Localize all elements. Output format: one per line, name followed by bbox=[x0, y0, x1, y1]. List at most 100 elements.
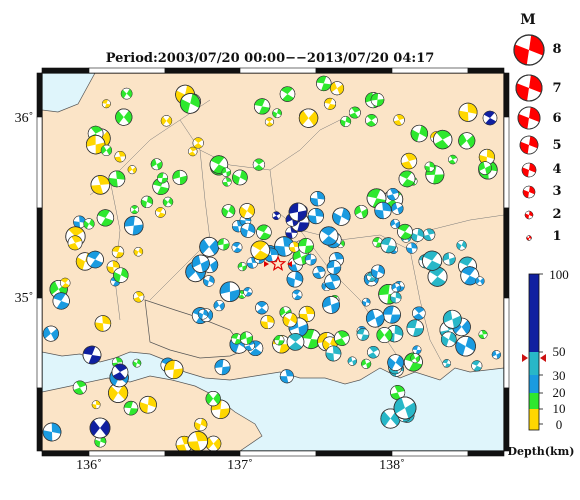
magnitude-legend: M 8 7 6 5 4 3 2 1 bbox=[513, 12, 562, 244]
mechanism-51 bbox=[172, 169, 188, 185]
lon-label-136: 136˚ bbox=[76, 458, 102, 473]
mechanism-large-3 bbox=[42, 422, 62, 442]
mechanism-149 bbox=[440, 331, 457, 348]
mechanism-194 bbox=[86, 250, 104, 269]
mechanism-182 bbox=[133, 291, 145, 303]
mechanism-60 bbox=[192, 137, 204, 149]
depth-label-20: 20 bbox=[553, 385, 566, 400]
lat-label-36: 36˚ bbox=[15, 111, 34, 126]
mechanism-52 bbox=[157, 172, 168, 184]
mag-label-2: 2 bbox=[552, 207, 561, 222]
mechanism-20 bbox=[253, 98, 271, 115]
mechanism-218 bbox=[390, 385, 406, 401]
mechanism-72 bbox=[390, 218, 401, 229]
mechanism-132 bbox=[221, 204, 236, 218]
mechanism-large-1 bbox=[82, 345, 102, 365]
mechanism-189 bbox=[94, 315, 112, 332]
mechanism-23 bbox=[370, 93, 385, 107]
lon-label-137: 137˚ bbox=[227, 458, 253, 473]
mechanism-99 bbox=[326, 260, 342, 275]
mechanism-192 bbox=[83, 218, 95, 230]
mechanism-116 bbox=[219, 281, 241, 303]
mechanism-163 bbox=[491, 350, 501, 360]
period-title: Period:2003/07/20 00:00−−2013/07/20 04:1… bbox=[106, 51, 435, 66]
depth-label-0: 0 bbox=[556, 417, 563, 432]
mag-symbol-1 bbox=[526, 235, 532, 241]
mechanism-15 bbox=[324, 97, 336, 110]
mag-symbol-3 bbox=[522, 185, 536, 199]
mechanism-121 bbox=[304, 253, 317, 266]
mechanism-6 bbox=[179, 93, 201, 114]
mechanism-139 bbox=[406, 319, 424, 337]
depth-color-bar bbox=[529, 274, 539, 430]
mechanism-203 bbox=[91, 400, 101, 410]
mechanism-216 bbox=[325, 345, 342, 362]
mechanism-13 bbox=[272, 108, 282, 119]
mechanism-180 bbox=[73, 215, 86, 229]
depth-scale: 100 50 30 20 10 0 Depth(km) bbox=[508, 267, 575, 458]
mechanism-45 bbox=[90, 175, 111, 195]
mechanism-9 bbox=[115, 108, 133, 126]
mechanism-167 bbox=[412, 345, 422, 355]
mag-label-6: 6 bbox=[552, 111, 561, 126]
mechanism-53 bbox=[100, 144, 113, 156]
mechanism-21 bbox=[264, 117, 274, 127]
mechanism-3 bbox=[101, 99, 111, 109]
mechanism-34 bbox=[433, 129, 453, 150]
mechanism-150 bbox=[406, 242, 418, 254]
mechanism-201 bbox=[194, 417, 208, 432]
mechanism-193 bbox=[67, 235, 83, 251]
mechanism-178 bbox=[380, 237, 397, 254]
mechanism-31 bbox=[410, 124, 429, 143]
mechanism-large-2 bbox=[111, 363, 129, 381]
mechanism-11 bbox=[316, 75, 332, 92]
mechanism-59 bbox=[232, 169, 248, 186]
mechanism-33 bbox=[393, 114, 405, 126]
mechanism-176 bbox=[442, 309, 462, 329]
depth-band-1 bbox=[529, 352, 539, 375]
mechanism-148 bbox=[361, 297, 371, 307]
mechanism-61 bbox=[252, 158, 266, 171]
mechanism-188 bbox=[60, 277, 71, 289]
mechanism-50 bbox=[130, 205, 139, 214]
mechanism-16 bbox=[298, 108, 319, 128]
depth-marker bbox=[522, 354, 546, 362]
mechanism-68 bbox=[309, 191, 326, 207]
mechanism-170 bbox=[455, 335, 476, 357]
mechanism-47 bbox=[162, 196, 174, 208]
mechanism-84 bbox=[286, 270, 304, 288]
mechanism-195 bbox=[111, 245, 125, 259]
mechanism-213 bbox=[214, 359, 231, 376]
mag-label-3: 3 bbox=[552, 184, 561, 199]
mechanism-169 bbox=[390, 291, 402, 304]
magnitude-symbols bbox=[513, 34, 545, 241]
mechanism-42 bbox=[150, 158, 163, 171]
mechanism-175 bbox=[456, 240, 467, 251]
mechanism-219 bbox=[410, 353, 421, 364]
mechanism-8 bbox=[160, 115, 173, 127]
mechanism-165 bbox=[391, 282, 401, 293]
mechanism-large-6 bbox=[482, 110, 498, 126]
lat-label-35: 35˚ bbox=[15, 291, 34, 306]
map-frame bbox=[36, 67, 510, 457]
mechanism-57 bbox=[221, 167, 232, 177]
mechanism-94 bbox=[237, 262, 247, 272]
mechanism-40 bbox=[140, 195, 154, 208]
mechanism-143 bbox=[356, 328, 370, 341]
mechanism-199 bbox=[123, 400, 139, 416]
mechanism-32 bbox=[448, 154, 458, 165]
mag-label-5: 5 bbox=[552, 138, 561, 153]
mechanism-98 bbox=[324, 273, 341, 290]
mechanism-106 bbox=[322, 296, 340, 314]
mechanism-7 bbox=[85, 134, 106, 155]
mechanism-217 bbox=[347, 356, 357, 366]
mechanism-88 bbox=[312, 265, 326, 279]
mechanism-73 bbox=[374, 201, 392, 220]
mechanism-44 bbox=[96, 209, 115, 227]
mechanism-100 bbox=[197, 309, 209, 320]
mechanism-71 bbox=[354, 205, 369, 219]
mag-symbol-6 bbox=[517, 106, 541, 130]
mechanism-111 bbox=[319, 226, 339, 246]
mechanism-221 bbox=[279, 369, 294, 384]
mechanism-155 bbox=[382, 305, 401, 324]
